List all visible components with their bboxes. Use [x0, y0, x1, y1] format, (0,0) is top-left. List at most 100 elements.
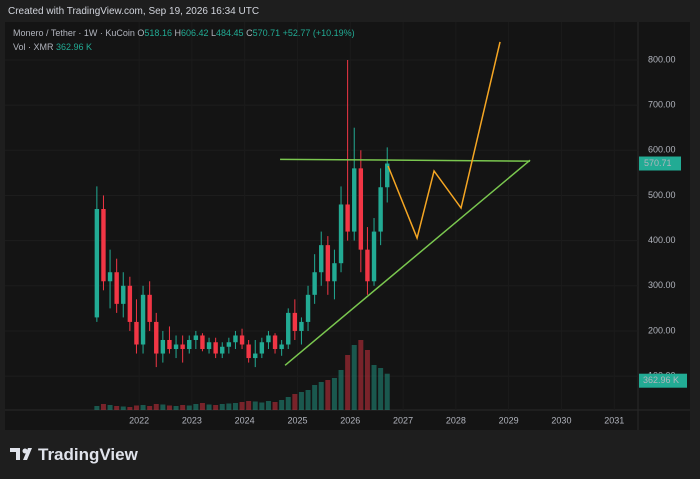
volume-bar — [127, 407, 133, 410]
volume-bar — [114, 406, 120, 410]
volume-bar — [226, 403, 232, 410]
volume-bar — [384, 373, 390, 410]
volume-bar — [100, 404, 106, 410]
volume-bar — [120, 406, 126, 410]
candles — [94, 59, 390, 368]
volume-bar — [232, 403, 238, 410]
candle-body — [127, 285, 133, 322]
volume-bar — [371, 365, 377, 410]
ohlc-value: 606.42 — [180, 28, 209, 38]
candle-body — [266, 335, 271, 343]
volume-bar — [331, 378, 337, 410]
y-tick-label: 800.00 — [648, 54, 676, 64]
candle-body — [220, 346, 225, 354]
candle-body — [358, 168, 364, 250]
candle-body — [299, 321, 304, 331]
candle-body — [187, 339, 192, 350]
volume-bar — [272, 402, 278, 410]
symbol-legend: Monero / Tether · 1W · KuCoin O518.16 H6… — [13, 28, 355, 38]
ohlc-label: L — [211, 28, 217, 38]
drawing-line — [284, 159, 531, 366]
candle-body — [378, 187, 383, 232]
drawing-line — [387, 41, 501, 241]
candle-body — [292, 312, 298, 331]
volume-bar — [358, 340, 364, 410]
volume-bar — [318, 382, 324, 410]
candle-body — [140, 294, 146, 345]
volume-bar — [173, 406, 179, 410]
candle-body — [200, 335, 205, 350]
watermark: Created with TradingView.com, Sep 19, 20… — [8, 6, 260, 17]
volume-bar — [378, 368, 384, 410]
volume-bar — [351, 345, 357, 410]
volume-bar — [338, 370, 344, 410]
x-tick-label: 2028 — [446, 415, 466, 425]
volume-bar — [246, 401, 252, 410]
volume-bar — [285, 397, 291, 410]
brand: TradingView — [38, 445, 138, 464]
volume-bar — [153, 404, 159, 410]
volume-bar — [219, 404, 225, 410]
x-tick-label: 2031 — [604, 415, 624, 425]
ohlc-value: 484.45 — [216, 28, 244, 38]
volume-badge — [639, 373, 687, 388]
volume-bar — [213, 405, 219, 410]
candle-body — [352, 168, 357, 232]
volume-bar — [265, 401, 271, 410]
volume-bars — [94, 340, 390, 410]
volume-bar — [193, 404, 199, 410]
volume-bar — [140, 405, 146, 410]
candle-body — [338, 204, 344, 264]
volume-bar — [166, 405, 172, 410]
last-price-label: 570.71 — [644, 158, 672, 168]
candle-body — [193, 335, 199, 340]
x-tick-label: 2023 — [182, 415, 202, 425]
volume-bar — [252, 401, 258, 410]
volume-title: Vol · XMR — [13, 42, 54, 52]
y-tick-label: 200.00 — [648, 325, 676, 335]
candle-body — [213, 342, 218, 354]
ohlc-label: O — [137, 28, 145, 38]
volume-bar — [133, 405, 139, 410]
volume-bar — [325, 380, 331, 410]
volume-bar — [147, 406, 153, 410]
grid — [5, 22, 638, 410]
volume-bar — [186, 405, 192, 410]
volume-legend: Vol · XMR 362.96 K — [13, 42, 92, 52]
volume-bar — [160, 404, 166, 410]
volume-bar — [312, 385, 318, 410]
candle-body — [167, 339, 172, 350]
symbol-title: Monero / Tether · 1W · KuCoin — [13, 28, 135, 38]
candle-body — [319, 245, 324, 273]
candle-body — [101, 208, 106, 282]
candle-body — [154, 321, 159, 354]
volume-bar — [305, 390, 311, 410]
ohlc-values: O518.16 H606.42 L484.45 C570.71 — [137, 28, 282, 38]
volume-bar — [180, 405, 186, 410]
volume-bar — [206, 404, 212, 410]
candle-body — [206, 342, 212, 350]
candle-body — [325, 245, 331, 282]
volume-bar — [292, 394, 298, 410]
candle-body — [332, 263, 337, 282]
candle-body — [253, 353, 258, 359]
volume-value: 362.96 K — [56, 42, 93, 52]
candle-body — [286, 312, 291, 345]
ohlc-value: 570.71 — [252, 28, 281, 38]
candle-body — [134, 321, 139, 345]
candle-body — [173, 344, 179, 350]
volume-bar — [107, 405, 113, 410]
candle-body — [160, 339, 166, 354]
x-tick-label: 2022 — [129, 415, 149, 425]
volume-bar — [345, 355, 351, 410]
x-tick-label: 2030 — [551, 415, 571, 425]
candle-body — [305, 294, 311, 322]
volume-bar — [239, 402, 245, 410]
ohlc-value: 518.16 — [144, 28, 172, 38]
candle-body — [239, 335, 245, 345]
candle-body — [312, 272, 317, 295]
candle-body — [226, 342, 232, 347]
x-tick-label: 2027 — [393, 415, 413, 425]
candle-body — [371, 231, 377, 282]
